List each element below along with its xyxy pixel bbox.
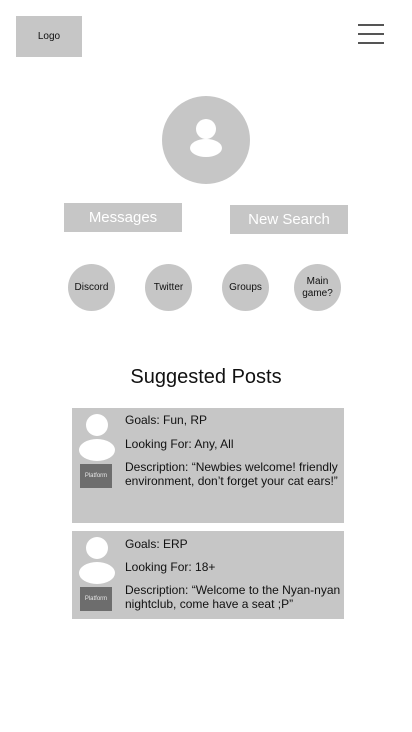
post-goals: Goals: Fun, RP bbox=[125, 413, 208, 427]
main-game-button[interactable]: Main game? bbox=[294, 264, 341, 311]
suggested-posts-title: Suggested Posts bbox=[130, 366, 282, 388]
profile-avatar[interactable] bbox=[162, 96, 250, 184]
messages-button[interactable]: Messages bbox=[64, 203, 182, 232]
post-looking-for: Looking For: 18+ bbox=[125, 560, 216, 574]
post-avatar-icon bbox=[78, 414, 116, 461]
hamburger-menu-icon[interactable] bbox=[358, 24, 384, 45]
post-card[interactable]: Platform Goals: ERP Looking For: 18+ Des… bbox=[72, 531, 344, 619]
platform-badge[interactable]: Platform bbox=[80, 587, 112, 611]
post-description: Description: “Newbies welcome! friendly … bbox=[125, 460, 338, 488]
post-avatar-icon bbox=[78, 537, 116, 584]
post-goals: Goals: ERP bbox=[125, 537, 188, 551]
post-card[interactable]: Platform Goals: Fun, RP Looking For: Any… bbox=[72, 408, 344, 523]
twitter-button[interactable]: Twitter bbox=[145, 264, 192, 311]
post-description: Description: “Welcome to the Nyan-nyan n… bbox=[125, 583, 341, 611]
platform-badge[interactable]: Platform bbox=[80, 464, 112, 488]
logo[interactable]: Logo bbox=[16, 16, 82, 57]
post-looking-for: Looking For: Any, All bbox=[125, 437, 234, 451]
groups-button[interactable]: Groups bbox=[222, 264, 269, 311]
user-avatar-icon bbox=[190, 119, 222, 157]
discord-button[interactable]: Discord bbox=[68, 264, 115, 311]
new-search-button[interactable]: New Search bbox=[230, 205, 348, 234]
